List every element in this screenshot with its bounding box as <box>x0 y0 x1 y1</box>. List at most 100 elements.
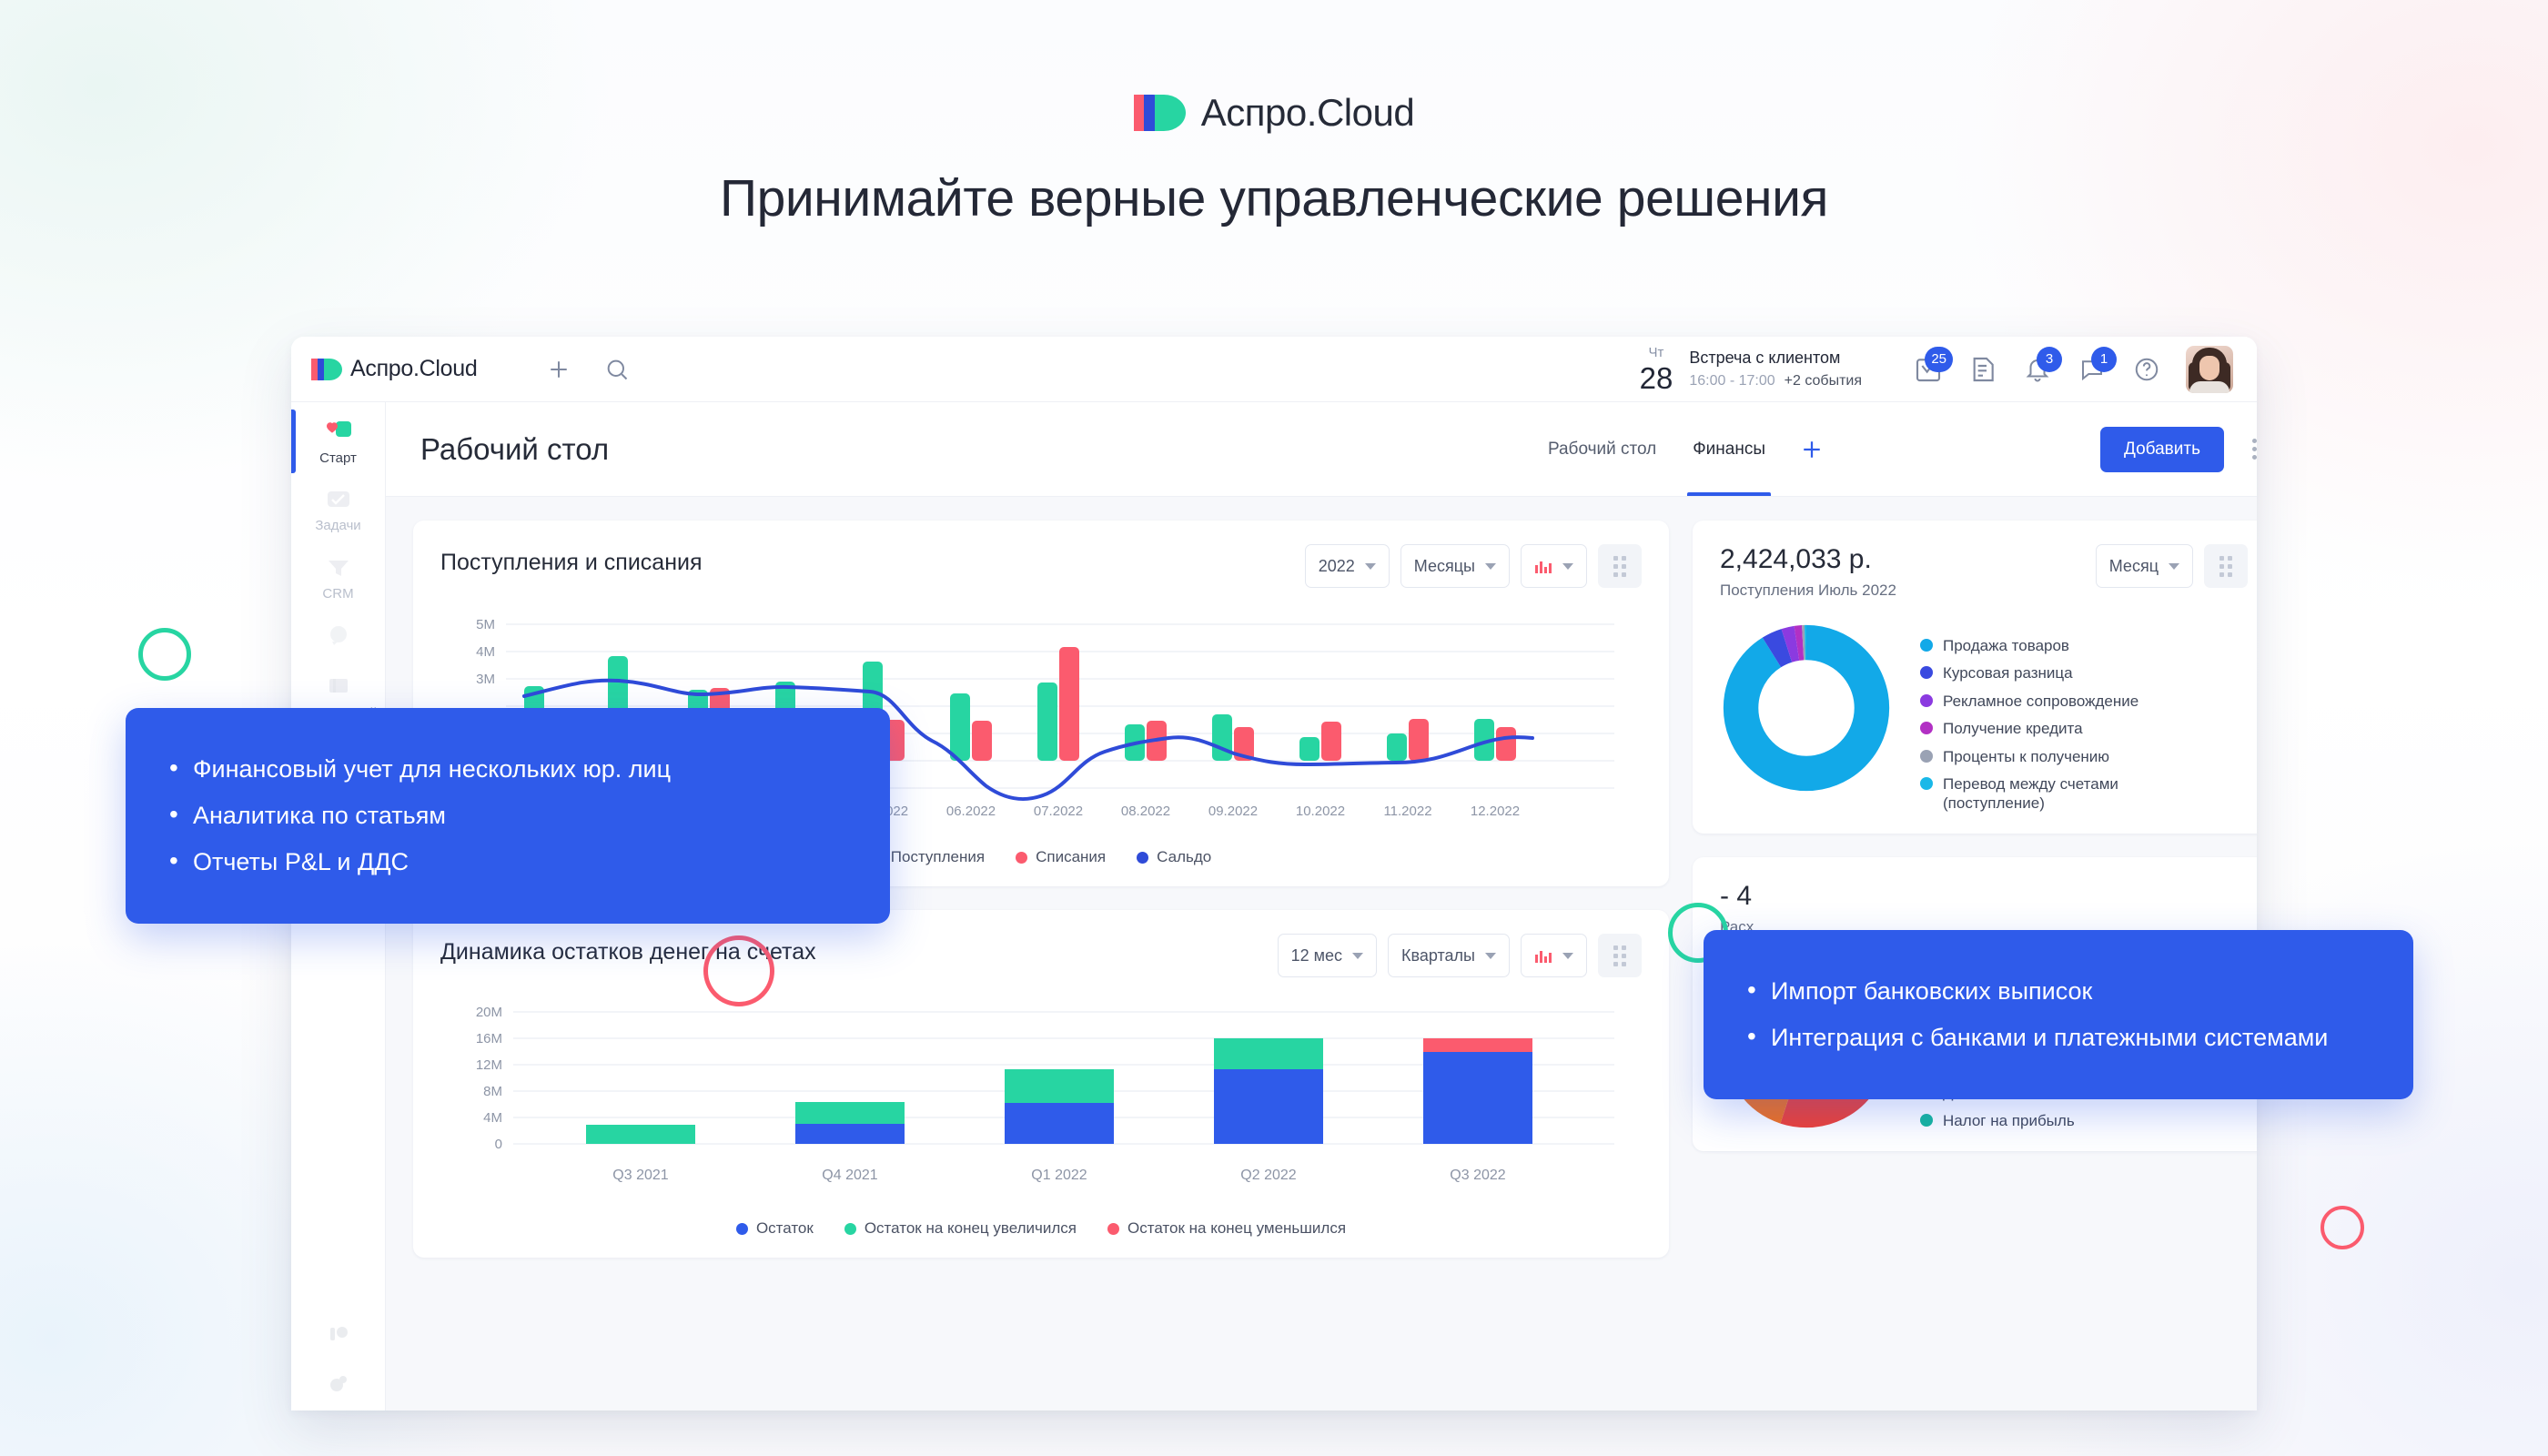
decorative-ring-pink <box>2320 1206 2364 1249</box>
svg-text:4M: 4M <box>476 644 495 660</box>
event-meta: 16:00 - 17:00 +2 события <box>1689 373 1862 389</box>
tasks-calendar-icon[interactable]: 25 <box>1909 346 1953 389</box>
tag-icon[interactable] <box>326 1321 351 1347</box>
legend-item: Списания <box>1016 848 1106 866</box>
tab-dashboard[interactable]: Рабочий стол <box>1547 439 1657 459</box>
sidebar-bottom-icons <box>326 1321 351 1410</box>
drag-handle-icon[interactable] <box>1598 544 1642 588</box>
svg-text:Q3 2021: Q3 2021 <box>612 1168 668 1183</box>
chart-type-select[interactable] <box>1521 934 1587 977</box>
chart-type-icon <box>1534 559 1552 573</box>
app-logo[interactable]: Аспро.Cloud <box>311 356 478 382</box>
chat-badge: 1 <box>2091 346 2117 372</box>
crm-icon <box>323 554 354 581</box>
plus-icon[interactable] <box>543 354 574 385</box>
legend-balance-dynamics: Остаток Остаток на конец увеличился Оста… <box>440 1219 1642 1238</box>
svg-text:09.2022: 09.2022 <box>1208 804 1258 819</box>
svg-text:Q1 2022: Q1 2022 <box>1031 1168 1087 1183</box>
month-select-value: Месяц <box>2108 556 2159 575</box>
legend-item: Перевод между счетами (поступление) <box>1920 774 2193 814</box>
chart-balance-dynamics: 20M 16M 12M 8M 4M 0 <box>440 997 1642 1238</box>
brand-header: Аспро.Cloud <box>0 91 2548 135</box>
aspro-logo-icon <box>1133 95 1187 131</box>
avatar[interactable] <box>2186 345 2233 393</box>
svg-text:5M: 5M <box>476 617 495 632</box>
notes-icon[interactable] <box>1964 350 2002 389</box>
svg-text:20M: 20M <box>476 1005 502 1020</box>
legend-item: Рекламное сопровождение <box>1920 692 2193 711</box>
event-preview[interactable]: Встреча с клиентом 16:00 - 17:00 +2 событ… <box>1689 349 1862 389</box>
svg-text:07.2022: 07.2022 <box>1034 804 1083 819</box>
svg-text:3M: 3M <box>476 672 495 687</box>
calendar-date[interactable]: Чт 28 <box>1640 346 1673 393</box>
range-select-value: 12 мес <box>1290 945 1343 965</box>
callout-item: Интеграция с банками и платежными систем… <box>1744 1020 2373 1054</box>
tab-bar: Рабочий стол Финансы <box>1530 402 1827 496</box>
help-icon[interactable] <box>2128 350 2166 389</box>
expense-total-value: - 4 <box>1720 880 1753 911</box>
drag-handle-icon[interactable] <box>2204 544 2248 588</box>
chat-icon[interactable]: 1 <box>2073 346 2117 389</box>
search-icon[interactable] <box>602 354 632 385</box>
card-controls: Месяц <box>2095 544 2248 588</box>
svg-text:08.2022: 08.2022 <box>1121 804 1170 819</box>
legend-item: Остаток на конец увеличился <box>844 1219 1077 1238</box>
callout-item: Импорт банковских выписок <box>1744 974 2373 1007</box>
chevron-down-icon <box>2169 562 2179 570</box>
kebab-menu-icon[interactable] <box>2239 439 2257 460</box>
add-tab-plus-icon[interactable] <box>1796 434 1827 465</box>
chart-incoming-donut: Продажа товаров Курсовая разница Рекламн… <box>1720 622 2248 814</box>
card-controls: 12 мес Кварталы <box>1277 934 1642 977</box>
incoming-donut-svg <box>1723 624 1890 792</box>
svg-text:Q3 2022: Q3 2022 <box>1450 1168 1505 1183</box>
chart-type-select[interactable] <box>1521 544 1587 588</box>
tasks-badge: 25 <box>1925 346 1953 372</box>
svg-text:16M: 16M <box>476 1031 502 1046</box>
callout-item: Отчеты P&L и ДДС <box>166 844 850 878</box>
svg-text:Q4 2021: Q4 2021 <box>822 1168 877 1183</box>
grouping-select[interactable]: Кварталы <box>1388 934 1510 977</box>
add-button[interactable]: Добавить <box>2100 426 2224 472</box>
year-select[interactable]: 2022 <box>1304 544 1390 588</box>
card-title-income-expense: Поступления и списания <box>440 550 703 575</box>
callout-bank-features: Импорт банковских выписок Интеграция с б… <box>1704 930 2413 1100</box>
page-header: Рабочий стол Рабочий стол Финансы Добави… <box>386 402 2257 497</box>
sidebar-item-start[interactable]: Старт <box>291 408 386 475</box>
range-select[interactable]: 12 мес <box>1277 934 1378 977</box>
svg-text:12.2022: 12.2022 <box>1471 804 1520 819</box>
callout-item: Финансовый учет для нескольких юр. лиц <box>166 752 850 785</box>
app-logo-title: Аспро.Cloud <box>350 356 478 381</box>
chevron-down-icon <box>1562 952 1573 959</box>
sidebar-item-crm[interactable]: CRM <box>291 543 386 611</box>
knowledge-base-icon <box>323 673 354 701</box>
legend-item: Проценты к получению <box>1920 747 2193 766</box>
tab-finance[interactable]: Финансы <box>1674 402 1784 496</box>
sidebar-item-tasks[interactable]: Задачи <box>291 475 386 542</box>
legend-incoming: Продажа товаров Курсовая разница Рекламн… <box>1920 622 2193 814</box>
legend-item: Курсовая разница <box>1920 663 2193 682</box>
svg-text:11.2022: 11.2022 <box>1383 804 1431 819</box>
sidebar-item-chat[interactable] <box>291 611 386 662</box>
bell-badge: 3 <box>2037 346 2062 372</box>
legend-item: Продажа товаров <box>1920 636 2193 655</box>
drag-handle-icon[interactable] <box>1598 934 1642 977</box>
calendar-day-of-week: Чт <box>1648 344 1664 360</box>
legend-item: Получение кредита <box>1920 719 2193 738</box>
period-select[interactable]: Месяцы <box>1400 544 1510 588</box>
topbar-right: Чт 28 Встреча с клиентом 16:00 - 17:00 +2… <box>1640 345 2233 393</box>
event-more-count: +2 события <box>1784 373 1862 389</box>
callout-finance-features: Финансовый учет для нескольких юр. лиц А… <box>126 708 890 925</box>
chevron-down-icon <box>1562 562 1573 570</box>
decorative-ring-pink <box>703 935 774 1006</box>
sidebar-label-crm: CRM <box>322 585 354 602</box>
aspro-logo-icon <box>311 358 342 380</box>
bell-icon[interactable]: 3 <box>2018 346 2062 389</box>
balance-dynamics-svg: 20M 16M 12M 8M 4M 0 <box>476 1005 1614 1183</box>
settings-gear-icon[interactable] <box>326 1370 351 1396</box>
tasks-icon <box>323 486 354 513</box>
chevron-down-icon <box>1485 562 1496 570</box>
svg-text:06.2022: 06.2022 <box>946 804 996 819</box>
incoming-total-value: 2,424,033 р. <box>1720 544 1872 574</box>
incoming-subtitle: Поступления Июль 2022 <box>1720 581 1896 599</box>
month-select[interactable]: Месяц <box>2095 544 2193 588</box>
